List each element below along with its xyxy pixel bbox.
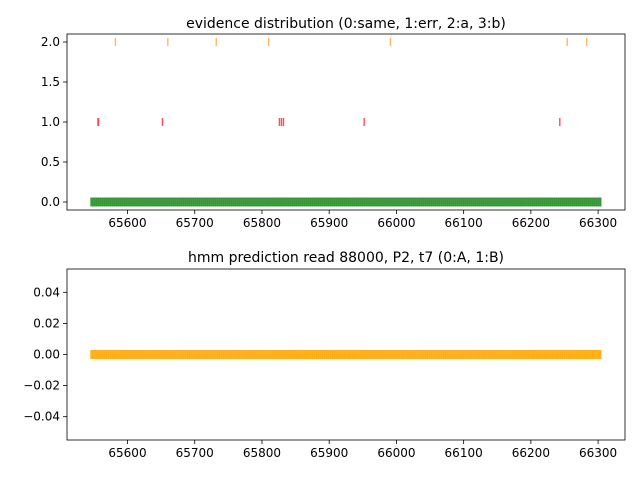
x-tick-label: 65600 xyxy=(108,446,146,460)
x-tick-label: 65800 xyxy=(243,446,281,460)
x-tick-label: 66200 xyxy=(512,446,550,460)
y-axis: −0.04 −0.02 0.00 0.02 0.04 xyxy=(23,285,67,424)
series-0-band xyxy=(90,197,602,207)
y-tick-label: 0.02 xyxy=(33,316,60,330)
x-axis: 65600 65700 65800 65900 66000 66100 66200 66300 xyxy=(108,210,617,230)
x-tick-label: 65900 xyxy=(310,216,348,230)
plot-frame xyxy=(66,33,626,211)
x-tick-label: 66100 xyxy=(445,216,483,230)
y-tick-label: 0.5 xyxy=(41,155,60,169)
plot-frame xyxy=(66,268,626,441)
y-tick-label: 2.0 xyxy=(41,35,60,49)
x-axis: 65600 65700 65800 65900 66000 66100 66200 66300 xyxy=(108,440,617,460)
x-tick-label: 65700 xyxy=(176,216,214,230)
x-tick-label: 65800 xyxy=(243,216,281,230)
x-tick-label: 65600 xyxy=(108,216,146,230)
x-tick-label: 65900 xyxy=(310,446,348,460)
x-tick-label: 66300 xyxy=(579,216,617,230)
series-0-band xyxy=(90,350,602,359)
y-tick-label: 1.5 xyxy=(41,75,60,89)
y-tick-label: −0.04 xyxy=(23,410,60,424)
x-tick-label: 66000 xyxy=(377,446,415,460)
chart-title: hmm prediction read 88000, P2, t7 (0:A, … xyxy=(188,250,504,266)
chart-title: evidence distribution (0:same, 1:err, 2:… xyxy=(186,16,506,32)
y-tick-label: −0.02 xyxy=(23,379,60,393)
y-tick-label: 0.0 xyxy=(41,195,60,209)
hmm-prediction-chart: hmm prediction read 88000, P2, t7 (0:A, … xyxy=(23,250,626,460)
y-tick-label: 0.04 xyxy=(33,285,60,299)
evidence-distribution-chart: evidence distribution (0:same, 1:err, 2:… xyxy=(41,16,626,230)
x-tick-label: 66300 xyxy=(579,446,617,460)
plot-marks xyxy=(90,350,602,359)
plot-marks xyxy=(90,38,602,207)
x-tick-label: 66100 xyxy=(445,446,483,460)
y-tick-label: 0.00 xyxy=(33,348,60,362)
x-tick-label: 66000 xyxy=(377,216,415,230)
y-tick-label: 1.0 xyxy=(41,115,60,129)
x-tick-label: 66200 xyxy=(512,216,550,230)
y-axis: 0.0 0.5 1.0 1.5 2.0 xyxy=(41,35,67,209)
x-tick-label: 65700 xyxy=(176,446,214,460)
